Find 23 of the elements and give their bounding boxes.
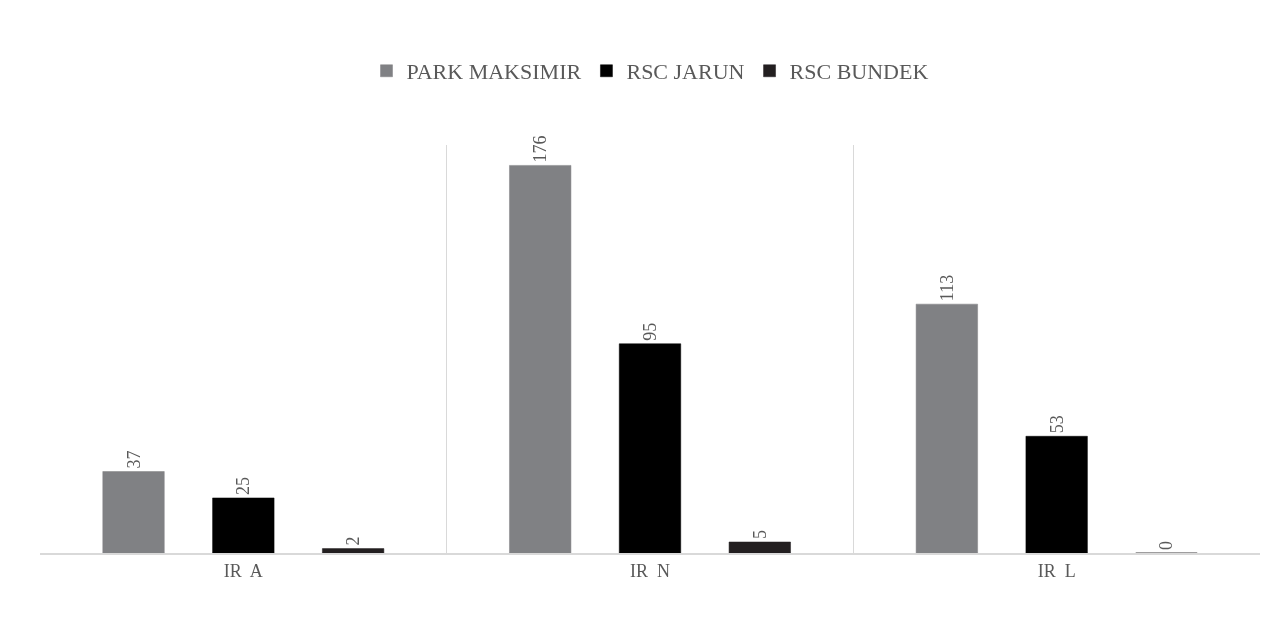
bar [509,165,572,553]
data-label: 5 [749,529,770,539]
data-label: 0 [1156,541,1177,550]
data-label: 95 [640,322,660,341]
legend-label: RSC BUNDEK [789,59,929,85]
data-label: 113 [936,274,957,302]
bar [728,541,791,553]
x-tick-label: IR L [1037,560,1076,581]
bar [212,497,275,553]
bar [1025,436,1088,553]
data-label: 2 [343,536,364,546]
x-tick-label: IR N [630,560,670,581]
bar [102,471,165,553]
bar [915,303,978,553]
legend-label: RSC JARUN [626,59,745,85]
x-tick-label: IR A [223,560,263,581]
data-label: 25 [233,476,254,495]
data-label: 53 [1046,415,1067,434]
bar [619,343,681,553]
data-label: 176 [530,135,551,163]
legend-label: PARK MAKSIMIR [406,59,582,85]
data-label: 37 [123,450,144,469]
bar [322,548,385,553]
